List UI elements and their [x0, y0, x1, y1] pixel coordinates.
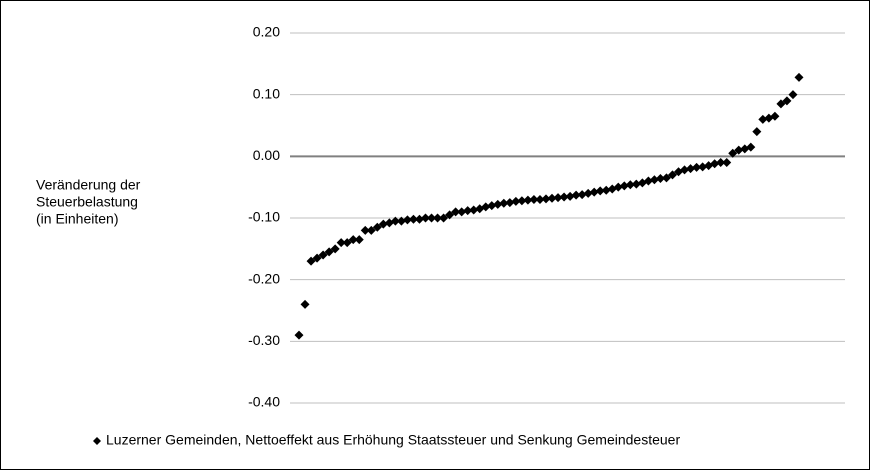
legend-label: Luzerner Gemeinden, Nettoeffekt aus Erhö…: [106, 432, 680, 448]
y-tick-label: -0.20: [248, 270, 280, 286]
y-tick-label: -0.30: [248, 332, 280, 348]
data-point: [643, 176, 653, 186]
data-point: [710, 159, 720, 169]
data-point: [571, 190, 581, 200]
data-point: [535, 195, 545, 204]
data-point: [469, 205, 479, 215]
data-point: [312, 253, 322, 263]
data-point: [499, 198, 509, 208]
data-point: [770, 111, 780, 121]
data-point: [692, 162, 702, 172]
data-point: [698, 162, 708, 172]
data-point: [360, 225, 370, 235]
data-point: [728, 148, 738, 158]
y-tick-label: 0.10: [253, 85, 280, 101]
data-point: [559, 192, 569, 202]
data-point: [300, 299, 310, 309]
data-point: [788, 90, 798, 100]
data-point: [595, 186, 605, 196]
data-point: [680, 165, 690, 175]
data-point: [541, 194, 551, 204]
data-point: [619, 181, 629, 191]
data-point: [782, 96, 792, 106]
data-point: [649, 175, 659, 185]
data-point: [445, 210, 455, 220]
y-axis-label: Veränderung der: [36, 177, 141, 193]
data-point: [306, 256, 316, 266]
data-point: [433, 213, 443, 223]
data-point: [463, 206, 473, 216]
y-tick-label: 0.00: [253, 147, 280, 163]
data-point: [746, 142, 756, 152]
data-point: [324, 247, 334, 257]
data-point: [529, 195, 539, 204]
data-point: [655, 174, 665, 184]
data-point: [414, 214, 424, 224]
data-point: [758, 114, 768, 124]
data-point: [794, 72, 804, 82]
data-point: [776, 99, 786, 109]
data-point: [523, 195, 533, 205]
data-point: [517, 196, 527, 206]
data-point: [378, 219, 388, 229]
data-point: [625, 180, 635, 190]
data-point: [716, 158, 726, 167]
data-point: [396, 216, 406, 226]
data-point: [294, 330, 304, 340]
data-point: [577, 190, 587, 200]
data-point: [565, 191, 575, 201]
data-point: [421, 213, 431, 223]
data-point: [493, 199, 503, 209]
data-point: [553, 193, 563, 203]
data-point: [390, 216, 400, 226]
y-tick-label: -0.40: [248, 394, 280, 410]
data-point: [330, 244, 340, 254]
y-tick-label: -0.10: [248, 209, 280, 225]
data-point: [354, 235, 364, 245]
data-point: [686, 164, 696, 174]
data-point: [613, 182, 623, 192]
data-point: [722, 158, 732, 167]
data-point: [451, 207, 461, 217]
data-point: [366, 225, 376, 235]
data-point: [457, 207, 467, 217]
data-point: [427, 213, 437, 223]
y-axis-label: (in Einheiten): [36, 211, 119, 227]
data-point: [372, 222, 382, 232]
data-point: [734, 145, 744, 155]
data-point: [402, 215, 412, 225]
data-point: [661, 173, 671, 183]
data-point: [589, 187, 599, 197]
legend-marker: [93, 437, 101, 445]
data-point: [601, 185, 611, 195]
data-point: [408, 214, 418, 224]
y-tick-label: 0.20: [253, 24, 280, 40]
data-point: [342, 238, 352, 248]
data-point: [511, 196, 521, 206]
data-point: [481, 202, 491, 212]
data-point: [583, 188, 593, 198]
data-point: [348, 235, 358, 245]
y-axis-label: Steuerbelastung: [36, 194, 138, 210]
data-point: [318, 250, 328, 260]
data-point: [336, 238, 346, 248]
data-point: [505, 198, 515, 208]
data-point: [752, 127, 762, 137]
data-point: [667, 170, 677, 180]
data-point: [439, 213, 449, 223]
data-point: [547, 193, 557, 203]
data-point: [487, 201, 497, 211]
data-point: [631, 179, 641, 189]
